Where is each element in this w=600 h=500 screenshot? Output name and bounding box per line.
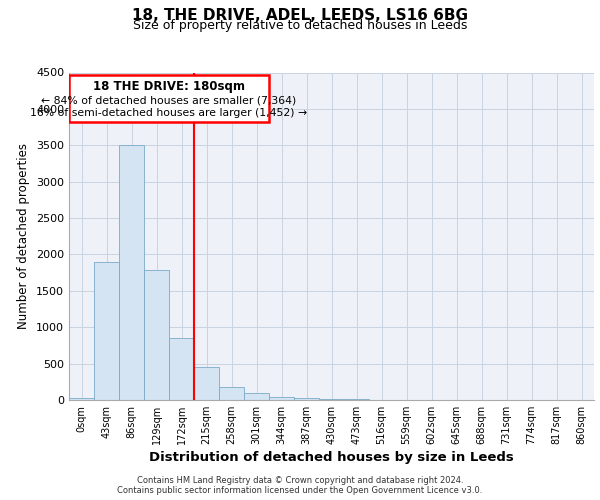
- Text: Contains HM Land Registry data © Crown copyright and database right 2024.
Contai: Contains HM Land Registry data © Crown c…: [118, 476, 482, 495]
- Bar: [294, 398, 319, 400]
- Bar: [119, 146, 144, 400]
- Bar: [169, 338, 194, 400]
- FancyBboxPatch shape: [69, 74, 269, 122]
- Text: Size of property relative to detached houses in Leeds: Size of property relative to detached ho…: [133, 19, 467, 32]
- Text: 16% of semi-detached houses are larger (1,452) →: 16% of semi-detached houses are larger (…: [31, 108, 308, 118]
- Bar: [69, 398, 94, 400]
- Bar: [244, 394, 269, 400]
- Text: 18, THE DRIVE, ADEL, LEEDS, LS16 6BG: 18, THE DRIVE, ADEL, LEEDS, LS16 6BG: [132, 8, 468, 22]
- X-axis label: Distribution of detached houses by size in Leeds: Distribution of detached houses by size …: [149, 451, 514, 464]
- Text: 18 THE DRIVE: 180sqm: 18 THE DRIVE: 180sqm: [93, 80, 245, 93]
- Bar: [144, 270, 169, 400]
- Bar: [219, 388, 244, 400]
- Y-axis label: Number of detached properties: Number of detached properties: [17, 143, 31, 329]
- Bar: [94, 262, 119, 400]
- Bar: [194, 366, 219, 400]
- Text: ← 84% of detached houses are smaller (7,364): ← 84% of detached houses are smaller (7,…: [41, 95, 296, 105]
- Bar: [269, 396, 294, 400]
